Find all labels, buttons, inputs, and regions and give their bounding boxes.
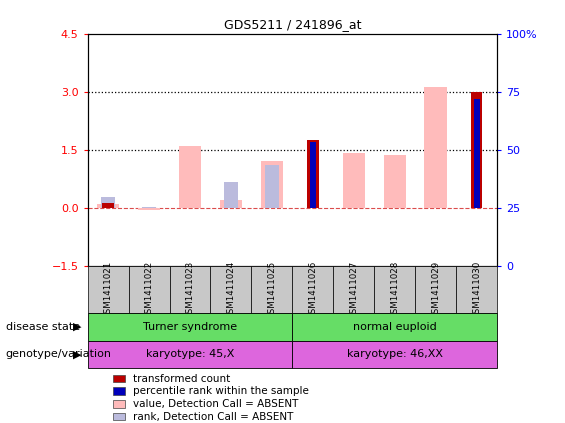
Text: ▶: ▶ — [73, 322, 82, 332]
Text: transformed count: transformed count — [133, 374, 230, 384]
Bar — [224, 182, 238, 209]
Text: ▶: ▶ — [73, 349, 82, 359]
Bar — [310, 142, 316, 209]
Text: GSM1411024: GSM1411024 — [227, 261, 236, 319]
Text: GSM1411022: GSM1411022 — [145, 261, 154, 319]
Bar — [88, 313, 293, 341]
Bar — [260, 161, 283, 209]
Bar — [293, 313, 497, 341]
Text: Turner syndrome: Turner syndrome — [143, 322, 237, 332]
Bar — [333, 266, 374, 313]
Text: karyotype: 46,XX: karyotype: 46,XX — [347, 349, 443, 359]
Bar — [170, 266, 210, 313]
Bar — [138, 209, 160, 210]
Bar — [102, 203, 114, 209]
Bar — [88, 341, 293, 368]
Bar — [342, 153, 365, 209]
Text: disease state: disease state — [6, 322, 80, 332]
Text: GSM1411028: GSM1411028 — [390, 261, 399, 319]
Text: GSM1411029: GSM1411029 — [431, 261, 440, 319]
Bar — [457, 266, 497, 313]
Text: karyotype: 45,X: karyotype: 45,X — [146, 349, 234, 359]
Bar — [424, 88, 447, 209]
Bar — [97, 204, 119, 209]
Bar — [251, 266, 293, 313]
Bar — [101, 198, 115, 209]
Text: GSM1411023: GSM1411023 — [185, 261, 194, 319]
Bar — [415, 266, 457, 313]
Bar — [142, 207, 156, 209]
Bar — [374, 266, 415, 313]
Text: percentile rank within the sample: percentile rank within the sample — [133, 386, 308, 396]
Text: GSM1411030: GSM1411030 — [472, 261, 481, 319]
Title: GDS5211 / 241896_at: GDS5211 / 241896_at — [224, 18, 361, 31]
Bar — [220, 200, 242, 209]
Bar — [88, 266, 129, 313]
Bar — [179, 146, 201, 209]
Bar — [265, 165, 279, 209]
Bar — [471, 92, 483, 209]
Bar — [293, 341, 497, 368]
Bar — [293, 266, 333, 313]
Bar — [474, 99, 480, 209]
Text: GSM1411026: GSM1411026 — [308, 261, 318, 319]
Bar — [307, 140, 319, 209]
Text: value, Detection Call = ABSENT: value, Detection Call = ABSENT — [133, 399, 298, 409]
Text: GSM1411027: GSM1411027 — [349, 261, 358, 319]
Bar — [384, 155, 406, 209]
Text: genotype/variation: genotype/variation — [6, 349, 112, 359]
Bar — [211, 266, 251, 313]
Text: rank, Detection Call = ABSENT: rank, Detection Call = ABSENT — [133, 412, 293, 422]
Text: GSM1411021: GSM1411021 — [103, 261, 112, 319]
Bar — [129, 266, 170, 313]
Text: normal euploid: normal euploid — [353, 322, 437, 332]
Text: GSM1411025: GSM1411025 — [267, 261, 276, 319]
